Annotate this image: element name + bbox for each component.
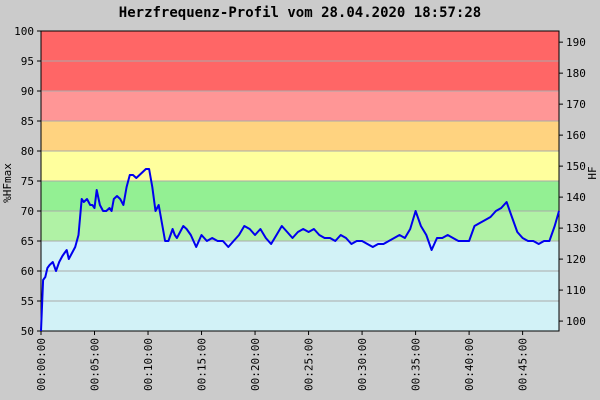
y-tick-label-left-8: 90 (21, 85, 34, 98)
x-tick-label-3: 00:15:00 (196, 338, 209, 391)
y-tick-label-left-0: 50 (21, 325, 34, 338)
zone-band-4 (41, 121, 559, 151)
y-tick-label-right-6: 160 (566, 129, 586, 142)
x-tick-label-2: 00:10:00 (142, 338, 155, 391)
heart-rate-line-0 (40, 168, 560, 332)
y-tick-label-right-0: 100 (566, 315, 586, 328)
x-tick-label-5: 00:25:00 (303, 338, 316, 391)
zone-band-3 (41, 151, 559, 181)
zone-band-5 (41, 91, 559, 121)
x-tick-label-6: 00:30:00 (356, 338, 369, 391)
y-axis-label-right: HF (586, 166, 599, 179)
zone-band-0 (41, 241, 559, 331)
y-tick-label-right-4: 140 (566, 191, 586, 204)
zones-layer (41, 31, 559, 331)
chart-title: Herzfrequenz-Profil vom 28.04.2020 18:57… (119, 5, 481, 21)
y-axis-label-left: %HFmax (1, 163, 14, 203)
y-tick-label-left-4: 70 (21, 205, 34, 218)
y-tick-label-left-7: 85 (21, 115, 34, 128)
y-tick-label-right-7: 170 (566, 98, 586, 111)
y-tick-label-left-6: 80 (21, 145, 34, 158)
y-tick-label-right-8: 180 (566, 67, 586, 80)
x-tick-label-1: 00:05:00 (89, 338, 102, 391)
y-tick-label-right-5: 150 (566, 160, 586, 173)
x-tick-label-4: 00:20:00 (249, 338, 262, 391)
y-tick-label-left-5: 75 (21, 175, 34, 188)
y-tick-label-left-9: 95 (21, 55, 34, 68)
axes-layer: 50 55 60 65 70 75 80 85 90 95 100 100 110 120 130 140 15… (14, 25, 586, 391)
zone-band-2 (41, 181, 559, 211)
x-tick-label-7: 00:35:00 (410, 338, 423, 391)
zone-band-1 (41, 211, 559, 241)
y-tick-label-left-10: 100 (14, 25, 34, 38)
y-tick-label-right-2: 120 (566, 253, 586, 266)
x-tick-label-0: 00:00:00 (35, 338, 48, 391)
y-tick-label-left-2: 60 (21, 265, 34, 278)
y-tick-label-right-3: 130 (566, 222, 586, 235)
line-layer (40, 168, 560, 332)
y-tick-label-left-1: 55 (21, 295, 34, 308)
x-tick-label-8: 00:40:00 (463, 338, 476, 391)
y-tick-label-right-1: 110 (566, 284, 586, 297)
y-tick-label-left-3: 65 (21, 235, 34, 248)
x-tick-label-9: 00:45:00 (517, 338, 530, 391)
y-tick-label-right-9: 190 (566, 36, 586, 49)
